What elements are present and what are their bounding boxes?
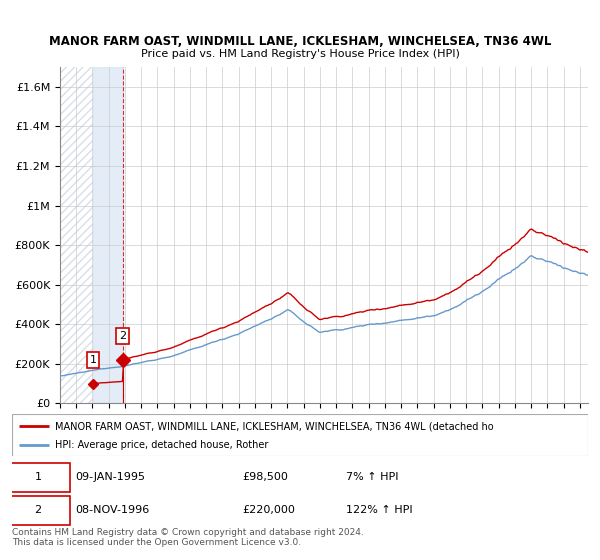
- Text: £98,500: £98,500: [242, 473, 288, 482]
- Text: 09-JAN-1995: 09-JAN-1995: [76, 473, 145, 482]
- Text: MANOR FARM OAST, WINDMILL LANE, ICKLESHAM, WINCHELSEA, TN36 4WL: MANOR FARM OAST, WINDMILL LANE, ICKLESHA…: [49, 35, 551, 48]
- Bar: [60, 67, 93, 403]
- Text: £220,000: £220,000: [242, 505, 295, 515]
- Bar: [60, 67, 93, 403]
- Text: 2: 2: [34, 505, 41, 515]
- Text: 7% ↑ HPI: 7% ↑ HPI: [346, 473, 398, 482]
- Text: Contains HM Land Registry data © Crown copyright and database right 2024.
This d: Contains HM Land Registry data © Crown c…: [12, 528, 364, 547]
- Text: 1: 1: [89, 355, 97, 365]
- Bar: [93, 67, 122, 403]
- Text: MANOR FARM OAST, WINDMILL LANE, ICKLESHAM, WINCHELSEA, TN36 4WL (detached ho: MANOR FARM OAST, WINDMILL LANE, ICKLESHA…: [55, 421, 494, 431]
- Text: 1: 1: [34, 473, 41, 482]
- FancyBboxPatch shape: [6, 463, 70, 492]
- FancyBboxPatch shape: [6, 496, 70, 525]
- Text: 2: 2: [119, 331, 126, 341]
- Text: Price paid vs. HM Land Registry's House Price Index (HPI): Price paid vs. HM Land Registry's House …: [140, 49, 460, 59]
- Text: HPI: Average price, detached house, Rother: HPI: Average price, detached house, Roth…: [55, 440, 269, 450]
- Text: 122% ↑ HPI: 122% ↑ HPI: [346, 505, 413, 515]
- Text: 08-NOV-1996: 08-NOV-1996: [76, 505, 149, 515]
